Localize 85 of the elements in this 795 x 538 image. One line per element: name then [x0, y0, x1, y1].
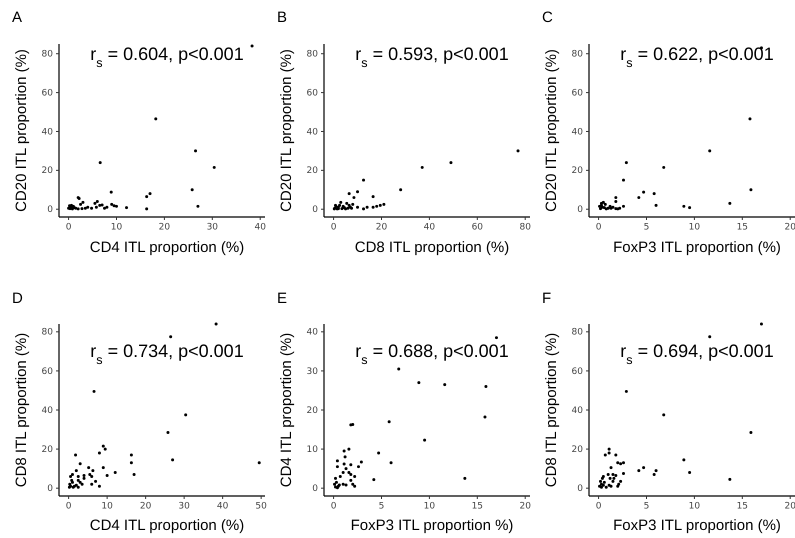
- x-tick-label: 20: [784, 501, 795, 512]
- annotation: r$_{s}$ = 0.694, p<0.001: [620, 341, 774, 367]
- y-tick-label: 40: [42, 406, 54, 416]
- x-tick-label: 20: [158, 222, 170, 232]
- y-axis-title: CD20 ITL proportion (%): [278, 49, 295, 212]
- y-tick-label: 80: [42, 328, 54, 338]
- x-tick-label: 5: [644, 222, 650, 232]
- chart-title: E: [277, 290, 288, 307]
- x-tick-label: 50: [255, 501, 268, 512]
- y-axis-title: CD8 ITL proportion (%): [13, 332, 30, 488]
- x-tick-label: 40: [216, 501, 229, 512]
- x-tick-label: 30: [206, 222, 218, 232]
- x-axis-title: CD8 ITL proportion (%): [354, 239, 510, 256]
- x-tick-label: 5: [644, 501, 650, 512]
- y-tick-label: 0: [577, 205, 584, 216]
- y-tick-label: 20: [572, 166, 584, 176]
- y-tick-label: 40: [306, 328, 318, 338]
- annotation: r$_{s}$ = 0.604, p<0.001: [90, 44, 244, 70]
- x-tick-label: 20: [376, 222, 388, 232]
- x-tick-label: 10: [688, 222, 700, 232]
- x-tick-label: 20: [140, 501, 152, 512]
- y-tick-label: 60: [572, 88, 584, 98]
- y-tick-label: 60: [306, 88, 318, 98]
- y-tick-label: 0: [312, 484, 318, 494]
- y-tick-label: 60: [42, 366, 54, 377]
- y-tick-label: 0: [577, 484, 584, 494]
- x-axis-title: FoxP3 ITL proportion (%): [613, 517, 781, 534]
- x-axis-title: FoxP3 ITL proportion (%): [613, 239, 781, 256]
- y-tick-label: 0: [47, 484, 54, 494]
- x-axis-title: FoxP3 ITL proportion %): [350, 517, 514, 534]
- y-tick-label: 40: [572, 406, 584, 416]
- y-tick-label: 60: [572, 366, 584, 377]
- x-tick-label: 80: [519, 222, 532, 232]
- x-tick-label: 15: [736, 501, 748, 512]
- chart-title: F: [542, 290, 552, 307]
- annotation: r$_{s}$ = 0.622, p<0.001: [620, 44, 774, 70]
- y-axis-title: CD20 ITL proportion (%): [13, 49, 30, 212]
- chart-title: B: [277, 9, 288, 26]
- chart-title: A: [12, 9, 22, 26]
- y-tick-label: 40: [306, 127, 318, 138]
- y-tick-label: 10: [306, 444, 318, 455]
- x-tick-label: 10: [110, 222, 122, 232]
- y-tick-label: 40: [42, 127, 54, 138]
- y-axis-title: CD20 ITL proportion (%): [543, 49, 560, 212]
- annotation: r$_{s}$ = 0.734, p<0.001: [90, 341, 244, 367]
- y-tick-label: 20: [42, 444, 54, 455]
- x-tick-label: 40: [424, 222, 436, 232]
- x-tick-label: 0: [66, 222, 72, 232]
- y-tick-label: 20: [306, 166, 318, 176]
- x-tick-label: 0: [330, 501, 337, 512]
- x-tick-label: 0: [330, 222, 337, 232]
- y-tick-label: 80: [572, 328, 584, 338]
- x-tick-label: 20: [519, 501, 532, 512]
- x-tick-label: 10: [101, 501, 114, 512]
- x-tick-label: 15: [736, 222, 748, 232]
- annotation: r$_{s}$ = 0.593, p<0.001: [355, 44, 509, 70]
- y-tick-label: 20: [306, 406, 318, 416]
- y-tick-label: 40: [572, 127, 584, 138]
- y-tick-label: 80: [306, 50, 318, 60]
- x-tick-label: 10: [688, 501, 700, 512]
- y-tick-label: 30: [306, 366, 318, 377]
- x-tick-label: 0: [596, 501, 602, 512]
- x-tick-label: 5: [378, 501, 384, 512]
- chart-title: D: [12, 290, 23, 307]
- x-tick-label: 60: [472, 222, 484, 232]
- x-tick-label: 10: [424, 501, 436, 512]
- x-tick-label: 15: [472, 501, 484, 512]
- y-tick-label: 0: [47, 205, 54, 216]
- x-tick-label: 0: [596, 222, 602, 232]
- x-axis-title: CD4 ITL proportion (%): [90, 517, 244, 534]
- y-tick-label: 80: [572, 50, 584, 60]
- x-tick-label: 40: [254, 222, 266, 232]
- y-tick-label: 0: [312, 205, 318, 216]
- y-tick-label: 60: [42, 88, 54, 98]
- y-axis-title: CD4 ITL proportion (%): [278, 332, 295, 488]
- y-axis-title: CD8 ITL proportion (%): [543, 332, 560, 488]
- y-tick-label: 80: [42, 50, 54, 60]
- x-tick-label: 20: [784, 222, 795, 232]
- chart-title: C: [542, 9, 553, 26]
- y-tick-label: 20: [572, 444, 584, 455]
- x-axis-title: CD4 ITL proportion (%): [90, 239, 244, 256]
- x-tick-label: 30: [178, 501, 190, 512]
- y-tick-label: 20: [42, 166, 54, 176]
- x-tick-label: 0: [66, 501, 72, 512]
- annotation: r$_{s}$ = 0.688, p<0.001: [355, 341, 509, 367]
